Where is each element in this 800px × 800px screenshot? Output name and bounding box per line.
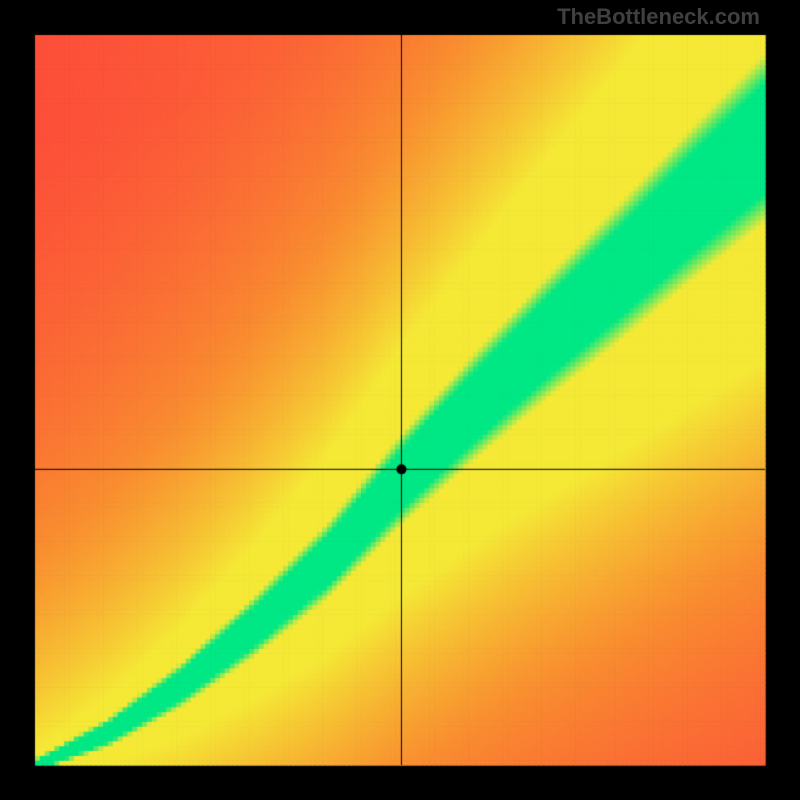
watermark-text: TheBottleneck.com xyxy=(557,4,760,30)
bottleneck-heatmap xyxy=(0,0,800,800)
